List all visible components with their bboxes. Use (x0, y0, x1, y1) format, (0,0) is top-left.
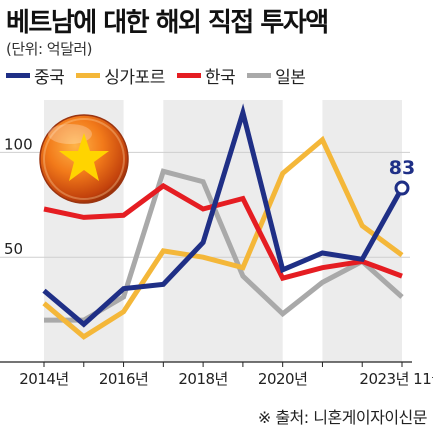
data-point-china-2023 (394, 180, 410, 196)
series-lines (42, 103, 405, 340)
shaded-band-2 (322, 100, 402, 362)
legend-item-china: 중국 (6, 63, 65, 88)
unit-label: (단위: 억달러) (6, 40, 93, 58)
source-note: ※ 출처: 니혼게이자이신문 (257, 408, 428, 427)
legend-item-japan: 일본 (247, 63, 306, 88)
legend-label-korea: 한국 (204, 67, 236, 88)
legend-swatch-china (6, 72, 30, 78)
x-tick-label-2014: 2014년 (19, 370, 68, 388)
legend-label-singapore: 싱가포르 (104, 67, 165, 88)
x-tick-label-2023: 2023년 11월 (359, 370, 433, 388)
x-axis: 2014년 2016년 2018년 2020년 2023년 11월 (0, 361, 433, 388)
annotations: 83 (389, 157, 415, 196)
x-tick-label-2016: 2016년 (99, 370, 148, 388)
data-label-china-2023: 83 (389, 157, 415, 179)
legend-swatch-japan (247, 72, 272, 78)
y-tick-label-100: 100 (4, 135, 33, 153)
legend-swatch-korea (176, 72, 201, 78)
legend-label-china: 중국 (34, 67, 65, 88)
legend-label-japan: 일본 (275, 67, 306, 88)
x-tick-label-2018: 2018년 (178, 370, 227, 388)
legend-item-singapore: 싱가포르 (76, 63, 165, 88)
series-line-china (42, 103, 405, 328)
vietnam-flag-emblem (39, 114, 129, 204)
legend: 중국 싱가포르 한국 일본 (6, 63, 306, 88)
legend-swatch-singapore (76, 72, 101, 78)
x-tick-label-2020: 2020년 (258, 370, 307, 388)
chart-title: 베트남에 대한 해외 직접 투자액 (6, 8, 329, 38)
series-line-singapore (42, 135, 404, 340)
legend-item-korea: 한국 (176, 63, 236, 88)
series-line-korea (43, 182, 403, 282)
y-tick-label-50: 50 (4, 240, 23, 258)
